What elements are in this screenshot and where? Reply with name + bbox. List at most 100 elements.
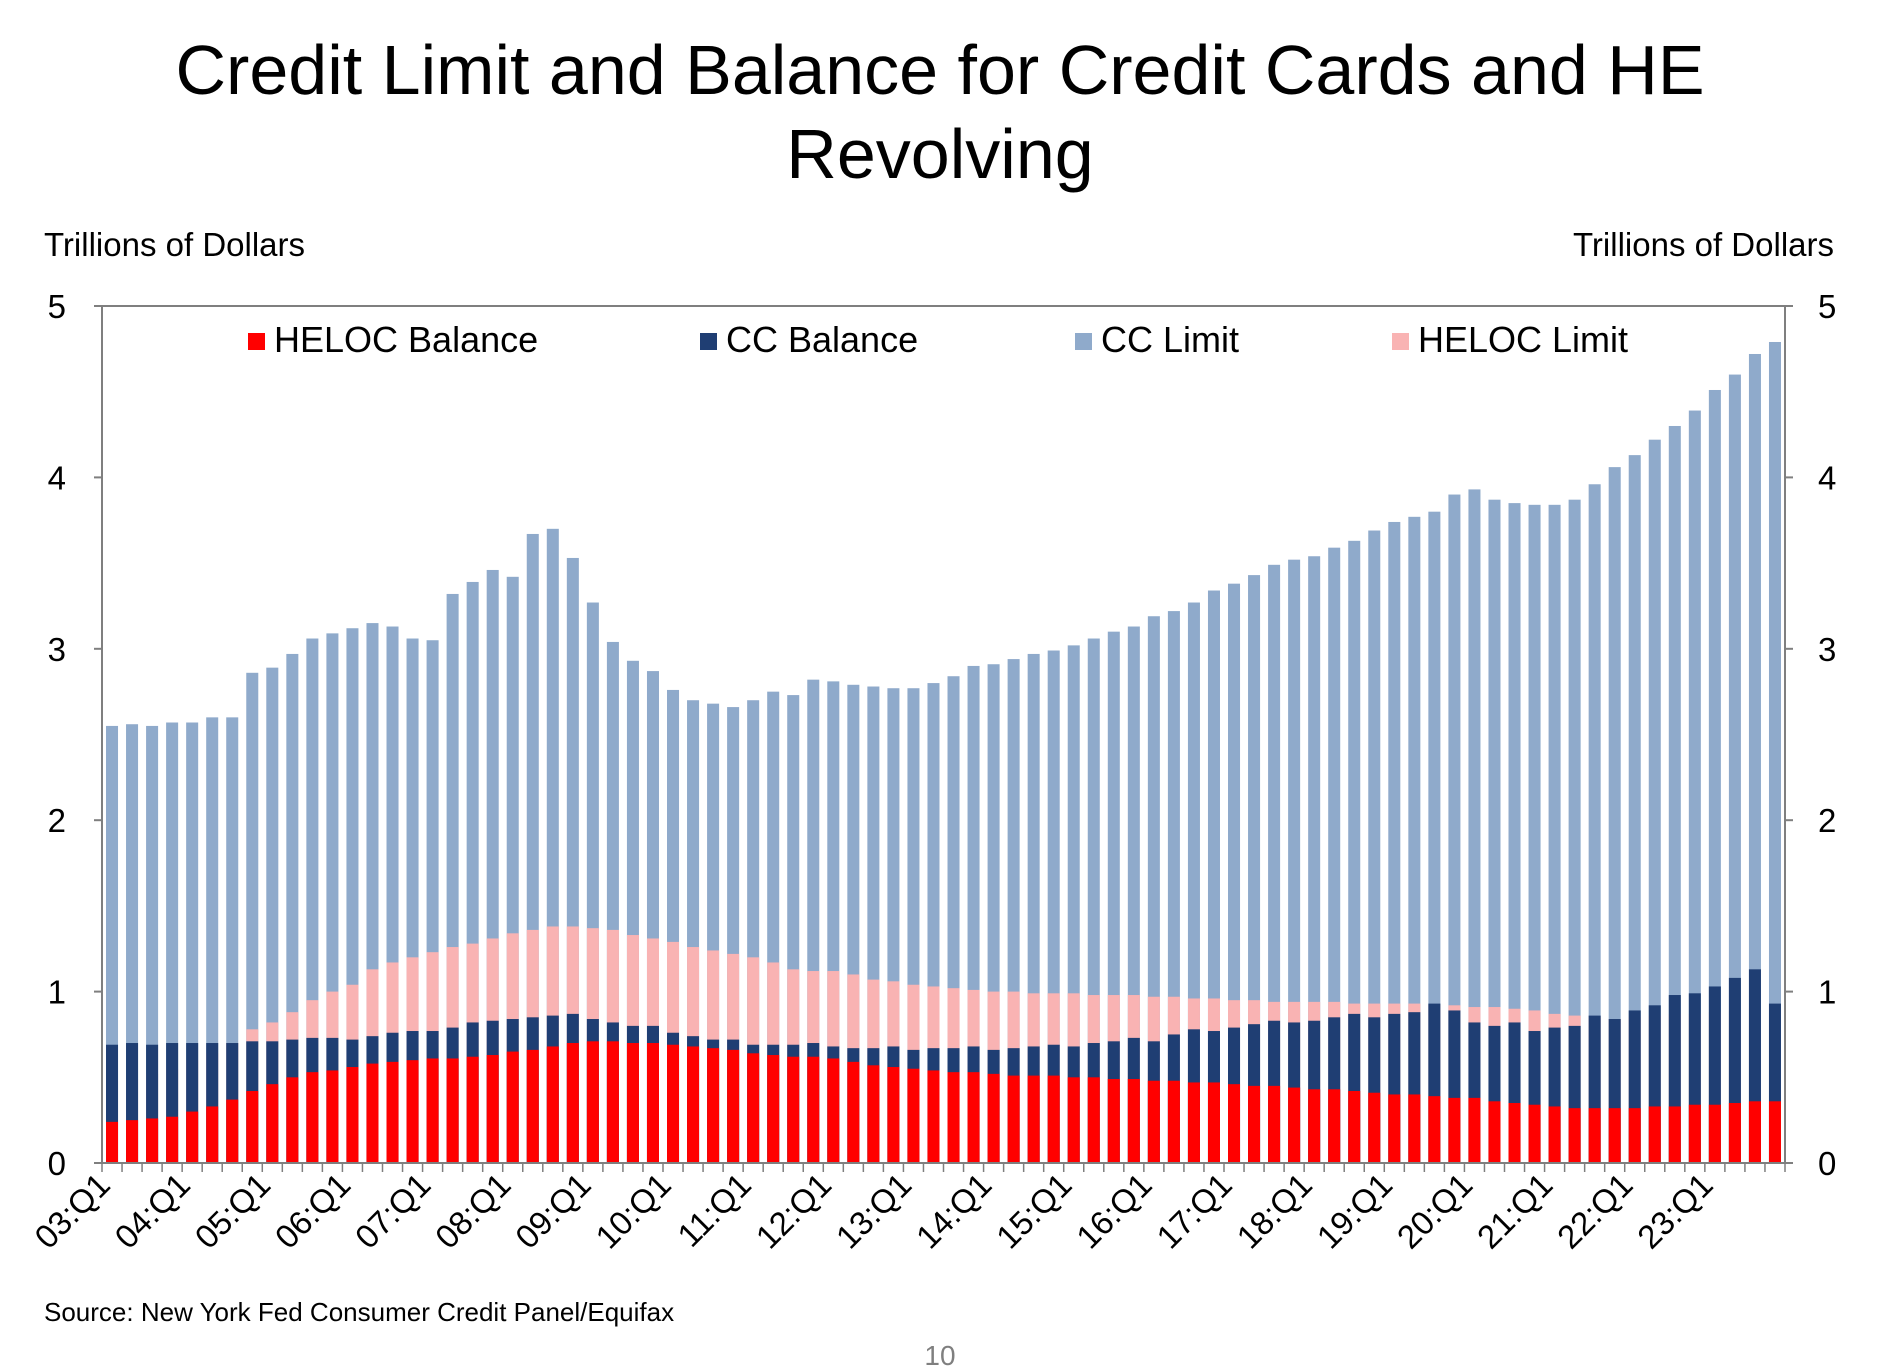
cc-limit-bar bbox=[1668, 425, 1681, 1164]
x-tick-label: 10:Q1 bbox=[588, 1166, 678, 1256]
right-axis-unit-label: Trillions of Dollars bbox=[1572, 226, 1834, 263]
heloc-balance-bar bbox=[1368, 1092, 1381, 1163]
heloc-balance-bar bbox=[707, 1048, 720, 1163]
heloc-balance-bar bbox=[286, 1077, 299, 1163]
left-axis-unit-label: Trillions of Dollars bbox=[44, 226, 306, 263]
heloc-balance-bar bbox=[987, 1073, 1000, 1163]
y-tick-label-right: 1 bbox=[1818, 974, 1836, 1011]
heloc-balance-bar bbox=[1147, 1080, 1160, 1163]
cc-limit-bar bbox=[1708, 389, 1721, 1163]
heloc-balance-bar bbox=[767, 1055, 780, 1163]
heloc-balance-bar bbox=[1688, 1104, 1701, 1163]
heloc-balance-bar bbox=[506, 1051, 519, 1163]
x-tick-label: 03:Q1 bbox=[27, 1166, 117, 1256]
cc-limit-bar bbox=[1508, 503, 1521, 1163]
cc-limit-bar bbox=[1568, 499, 1581, 1163]
heloc-balance-bar bbox=[1047, 1075, 1060, 1163]
heloc-balance-bar bbox=[847, 1061, 860, 1163]
x-tick-label: 08:Q1 bbox=[428, 1166, 518, 1256]
x-tick-label: 07:Q1 bbox=[348, 1166, 438, 1256]
heloc-balance-bar bbox=[787, 1056, 800, 1163]
cc-limit-bar bbox=[1588, 484, 1601, 1163]
heloc-balance-bar bbox=[446, 1058, 459, 1163]
heloc-balance-bar bbox=[1268, 1085, 1281, 1163]
x-tick-label: 21:Q1 bbox=[1470, 1166, 1560, 1256]
heloc-balance-bar bbox=[1348, 1091, 1361, 1163]
x-tick-label: 06:Q1 bbox=[268, 1166, 358, 1256]
cc-limit-bar bbox=[1408, 516, 1421, 1163]
heloc-balance-bar bbox=[1608, 1108, 1621, 1163]
x-tick-label: 13:Q1 bbox=[829, 1166, 919, 1256]
heloc-balance-bar bbox=[386, 1061, 399, 1163]
heloc-balance-bar bbox=[1528, 1104, 1541, 1163]
heloc-balance-bar bbox=[947, 1072, 960, 1163]
heloc-balance-bar bbox=[747, 1053, 760, 1163]
legend-label: CC Balance bbox=[726, 319, 918, 360]
heloc-balance-bar bbox=[186, 1111, 199, 1163]
heloc-balance-bar bbox=[907, 1068, 920, 1163]
heloc-balance-bar bbox=[1288, 1087, 1301, 1163]
chart-plot: 0 0 1 1 2 2 3 3 4 4 5 5 03:Q104:Q105:Q106:Q107:Q108:… bbox=[27, 288, 1836, 1256]
heloc-balance-bar bbox=[166, 1116, 179, 1163]
y-tick-label-left: 3 bbox=[48, 631, 66, 668]
heloc-balance-bar bbox=[106, 1121, 119, 1163]
heloc-balance-bar bbox=[667, 1044, 680, 1163]
x-tick-label: 23:Q1 bbox=[1630, 1166, 1720, 1256]
heloc-balance-bar bbox=[366, 1063, 379, 1163]
heloc-balance-bar bbox=[226, 1099, 239, 1163]
heloc-balance-bar bbox=[1628, 1108, 1641, 1163]
y-tick-label-right: 5 bbox=[1818, 288, 1836, 325]
cc-limit-bar bbox=[1648, 439, 1661, 1163]
heloc-balance-bar bbox=[586, 1041, 599, 1163]
x-tick-label: 17:Q1 bbox=[1149, 1166, 1239, 1256]
heloc-balance-bar bbox=[687, 1046, 700, 1163]
heloc-balance-bar bbox=[827, 1058, 840, 1163]
heloc-balance-bar bbox=[1248, 1085, 1261, 1163]
x-tick-label: 18:Q1 bbox=[1229, 1166, 1319, 1256]
heloc-balance-bar bbox=[1568, 1108, 1581, 1163]
heloc-balance-bar bbox=[1007, 1075, 1020, 1163]
heloc-balance-bar bbox=[1428, 1096, 1441, 1163]
heloc-balance-bar bbox=[1328, 1089, 1341, 1163]
cc-limit-bar bbox=[1628, 455, 1641, 1163]
heloc-balance-bar bbox=[1768, 1101, 1781, 1163]
heloc-balance-bar bbox=[1488, 1101, 1501, 1163]
cc-limit-bar bbox=[1608, 467, 1621, 1163]
y-tick-label-left: 2 bbox=[48, 802, 66, 839]
heloc-balance-bar bbox=[1448, 1097, 1461, 1163]
heloc-balance-bar bbox=[1648, 1106, 1661, 1163]
heloc-balance-bar bbox=[126, 1120, 139, 1163]
legend-swatch bbox=[700, 333, 717, 350]
heloc-balance-bar bbox=[807, 1056, 820, 1163]
heloc-balance-bar bbox=[526, 1049, 539, 1163]
y-tick-label-left: 5 bbox=[48, 288, 66, 325]
heloc-balance-bar bbox=[646, 1043, 659, 1163]
heloc-balance-bar bbox=[1508, 1103, 1521, 1163]
bars-layer bbox=[106, 341, 1781, 1164]
cc-limit-bar bbox=[1528, 504, 1541, 1163]
x-tick-label: 15:Q1 bbox=[989, 1166, 1079, 1256]
heloc-balance-bar bbox=[1728, 1103, 1741, 1163]
heloc-balance-bar bbox=[346, 1067, 359, 1163]
heloc-balance-bar bbox=[1027, 1075, 1040, 1163]
source-note: Source: New York Fed Consumer Credit Pan… bbox=[44, 1297, 675, 1327]
heloc-balance-bar bbox=[1207, 1082, 1220, 1163]
y-tick-label-right: 0 bbox=[1818, 1145, 1836, 1182]
x-tick-label: 12:Q1 bbox=[749, 1166, 839, 1256]
cc-limit-bar bbox=[1388, 521, 1401, 1163]
heloc-balance-bar bbox=[1588, 1108, 1601, 1163]
heloc-balance-bar bbox=[1187, 1082, 1200, 1163]
heloc-balance-bar bbox=[266, 1084, 279, 1163]
x-tick-label: 09:Q1 bbox=[508, 1166, 598, 1256]
heloc-balance-bar bbox=[1708, 1104, 1721, 1163]
heloc-balance-bar bbox=[306, 1072, 319, 1163]
heloc-balance-bar bbox=[206, 1106, 219, 1163]
cc-limit-bar bbox=[1448, 494, 1461, 1163]
cc-limit-bar bbox=[1748, 353, 1761, 1163]
heloc-balance-bar bbox=[727, 1049, 740, 1163]
chart-title: Credit Limit and Balance for Credit Card… bbox=[175, 31, 1705, 193]
heloc-balance-bar bbox=[1408, 1094, 1421, 1163]
page-number: 10 bbox=[924, 1340, 956, 1371]
heloc-balance-bar bbox=[1228, 1084, 1241, 1163]
heloc-balance-bar bbox=[426, 1058, 439, 1163]
